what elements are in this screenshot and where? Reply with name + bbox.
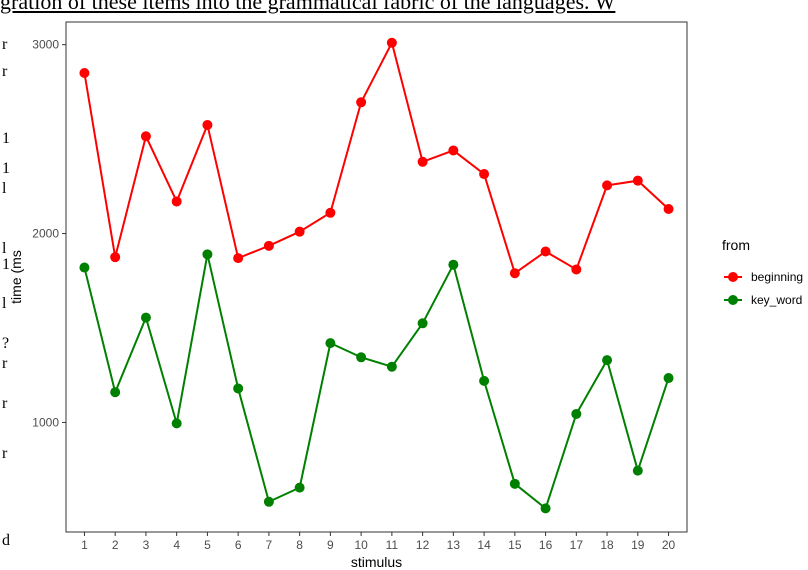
- data-point-key_word: [356, 352, 367, 363]
- data-point-key_word: [79, 262, 90, 273]
- left-margin-fragment: d: [2, 532, 10, 549]
- data-point-key_word: [171, 418, 182, 429]
- x-tick-label: 5: [204, 538, 211, 552]
- data-point-key_word: [263, 496, 274, 507]
- x-tick-label: 15: [508, 538, 522, 552]
- data-point-beginning: [294, 226, 305, 237]
- data-point-beginning: [140, 131, 151, 142]
- legend-label-beginning: beginning: [751, 270, 803, 284]
- data-point-key_word: [233, 383, 244, 394]
- x-tick-label: 13: [447, 538, 461, 552]
- x-tick-label: 18: [600, 538, 614, 552]
- legend-label-key_word: key_word: [751, 293, 802, 307]
- left-margin-fragment: l: [2, 295, 7, 312]
- data-point-beginning: [202, 119, 213, 130]
- data-point-key_word: [140, 312, 151, 323]
- data-point-key_word: [602, 355, 613, 366]
- data-point-beginning: [233, 253, 244, 264]
- data-point-beginning: [571, 264, 582, 275]
- left-margin-fragment: l: [2, 240, 7, 257]
- data-point-key_word: [202, 249, 213, 260]
- series-points: [79, 37, 674, 514]
- left-margin-fragment: r: [2, 36, 8, 53]
- data-point-key_word: [325, 338, 336, 349]
- left-margin-fragment: r: [2, 355, 8, 372]
- legend-key-point: [728, 272, 738, 282]
- data-point-beginning: [325, 207, 336, 218]
- data-point-beginning: [79, 68, 90, 78]
- x-tick-label: 12: [416, 538, 430, 552]
- data-point-beginning: [663, 204, 674, 214]
- x-tick-label: 20: [662, 538, 676, 552]
- x-tick-label: 6: [235, 538, 242, 552]
- data-point-key_word: [479, 375, 490, 386]
- left-margin-fragment: ?: [2, 335, 10, 352]
- x-axis-title: stimulus: [351, 554, 402, 570]
- data-point-beginning: [632, 175, 643, 186]
- data-point-key_word: [632, 465, 643, 476]
- left-margin-fragment: r: [2, 63, 8, 80]
- left-margin-fragment: 1: [2, 130, 10, 147]
- left-margin-fragment: r: [2, 395, 8, 412]
- left-margin-fragment: r: [2, 445, 8, 462]
- data-point-key_word: [110, 387, 121, 398]
- x-tick-label: 17: [570, 538, 584, 552]
- y-axis-title: time (ms: [8, 250, 24, 304]
- x-tick-label: 2: [112, 538, 119, 552]
- legend-key-point: [728, 295, 738, 305]
- data-point-key_word: [571, 408, 582, 419]
- data-point-beginning: [479, 169, 490, 180]
- x-tick-label: 1: [81, 538, 88, 552]
- x-tick-label: 11: [386, 538, 399, 552]
- x-tick-label: 9: [327, 538, 334, 552]
- data-point-key_word: [540, 503, 551, 514]
- legend: from beginning key_word: [722, 237, 803, 307]
- data-point-key_word: [417, 318, 428, 329]
- data-point-key_word: [448, 259, 459, 270]
- data-point-beginning: [263, 240, 274, 251]
- y-tick-label: 3000: [32, 38, 59, 52]
- plot-panel-border: [65, 21, 688, 533]
- data-point-key_word: [386, 361, 397, 372]
- series-line-beginning: [83, 41, 670, 275]
- data-point-beginning: [417, 156, 428, 167]
- y-tick-label: 1000: [32, 415, 59, 429]
- series-line-key_word: [83, 253, 670, 510]
- data-point-key_word: [509, 478, 520, 489]
- data-point-key_word: [663, 373, 674, 384]
- x-tick-label: 7: [266, 538, 273, 552]
- x-tick-label: 10: [354, 538, 368, 552]
- y-tick-label: 2000: [32, 227, 59, 241]
- legend-title: from: [722, 237, 750, 253]
- left-margin-fragment: 1: [2, 160, 10, 177]
- data-point-beginning: [110, 252, 121, 263]
- data-point-beginning: [448, 145, 459, 156]
- data-point-beginning: [509, 268, 520, 279]
- x-tick-label: 3: [143, 538, 150, 552]
- x-tick-label: 8: [296, 538, 303, 552]
- x-tick-label: 4: [173, 538, 180, 552]
- series-lines: [83, 41, 670, 510]
- data-point-beginning: [540, 246, 551, 257]
- x-tick-label: 14: [477, 538, 491, 552]
- left-margin-fragment: 1: [2, 256, 10, 273]
- x-tick-label: 19: [631, 538, 645, 552]
- data-point-beginning: [602, 180, 613, 191]
- x-tick-label: 16: [539, 538, 553, 552]
- data-point-beginning: [356, 97, 367, 108]
- data-point-beginning: [171, 196, 182, 207]
- data-point-beginning: [386, 37, 397, 48]
- background-document-text: gration of these items into the grammati…: [0, 0, 616, 14]
- data-point-key_word: [294, 482, 305, 493]
- left-margin-fragment: l: [2, 180, 7, 197]
